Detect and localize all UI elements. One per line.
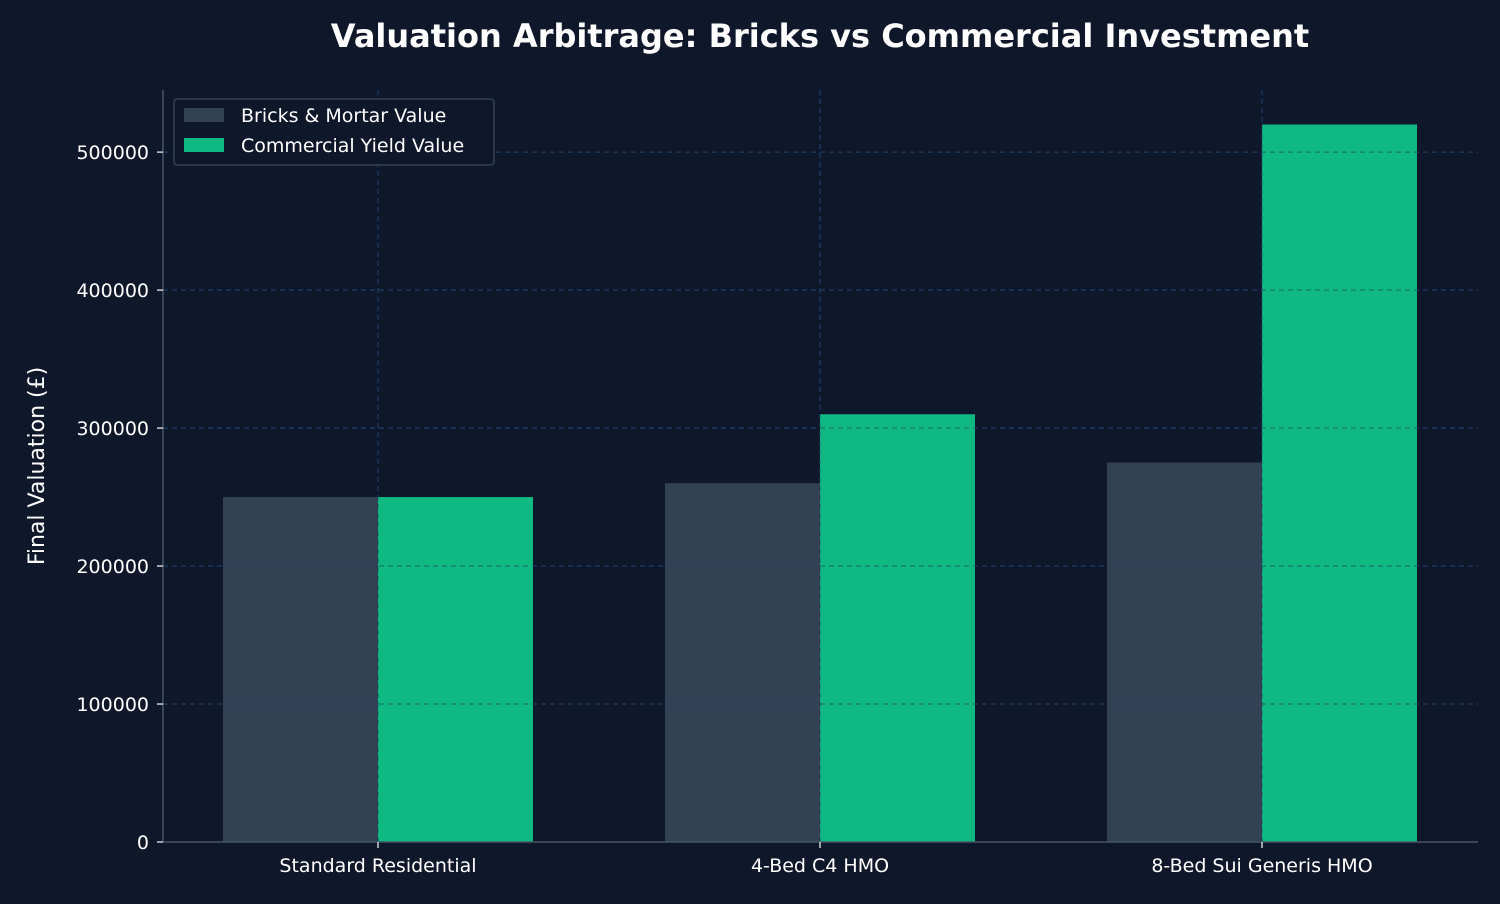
bar-commercial-yield bbox=[1262, 124, 1417, 842]
y-tick-label: 400000 bbox=[76, 280, 149, 302]
y-tick-label: 200000 bbox=[76, 556, 149, 578]
y-axis-label: Final Valuation (£) bbox=[25, 367, 50, 565]
bars bbox=[163, 90, 1478, 842]
x-tick-label: 8-Bed Sui Generis HMO bbox=[1151, 855, 1372, 877]
y-tick-label: 300000 bbox=[76, 418, 149, 440]
bar-bricks-mortar bbox=[1107, 462, 1262, 842]
legend-swatch bbox=[184, 138, 224, 152]
x-tick-label: 4-Bed C4 HMO bbox=[751, 855, 889, 877]
bar-bricks-mortar bbox=[223, 497, 378, 842]
chart-title: Valuation Arbitrage: Bricks vs Commercia… bbox=[331, 17, 1309, 55]
legend-label: Bricks & Mortar Value bbox=[241, 105, 446, 127]
y-tick-label: 500000 bbox=[76, 142, 149, 164]
bar-commercial-yield bbox=[378, 497, 533, 842]
x-tick-label: Standard Residential bbox=[279, 855, 476, 877]
bar-bricks-mortar bbox=[665, 483, 820, 842]
y-tick-label: 100000 bbox=[76, 694, 149, 716]
legend-box bbox=[173, 98, 495, 166]
y-tick-label: 0 bbox=[137, 832, 149, 854]
bar-commercial-yield bbox=[820, 414, 975, 842]
legend: Bricks & Mortar Value Commercial Yield Va… bbox=[173, 98, 495, 166]
legend-swatch bbox=[184, 108, 224, 122]
axes: 0 100000 200000 300000 400000 500000 Standard … bbox=[76, 90, 1478, 877]
legend-label: Commercial Yield Value bbox=[241, 135, 464, 157]
